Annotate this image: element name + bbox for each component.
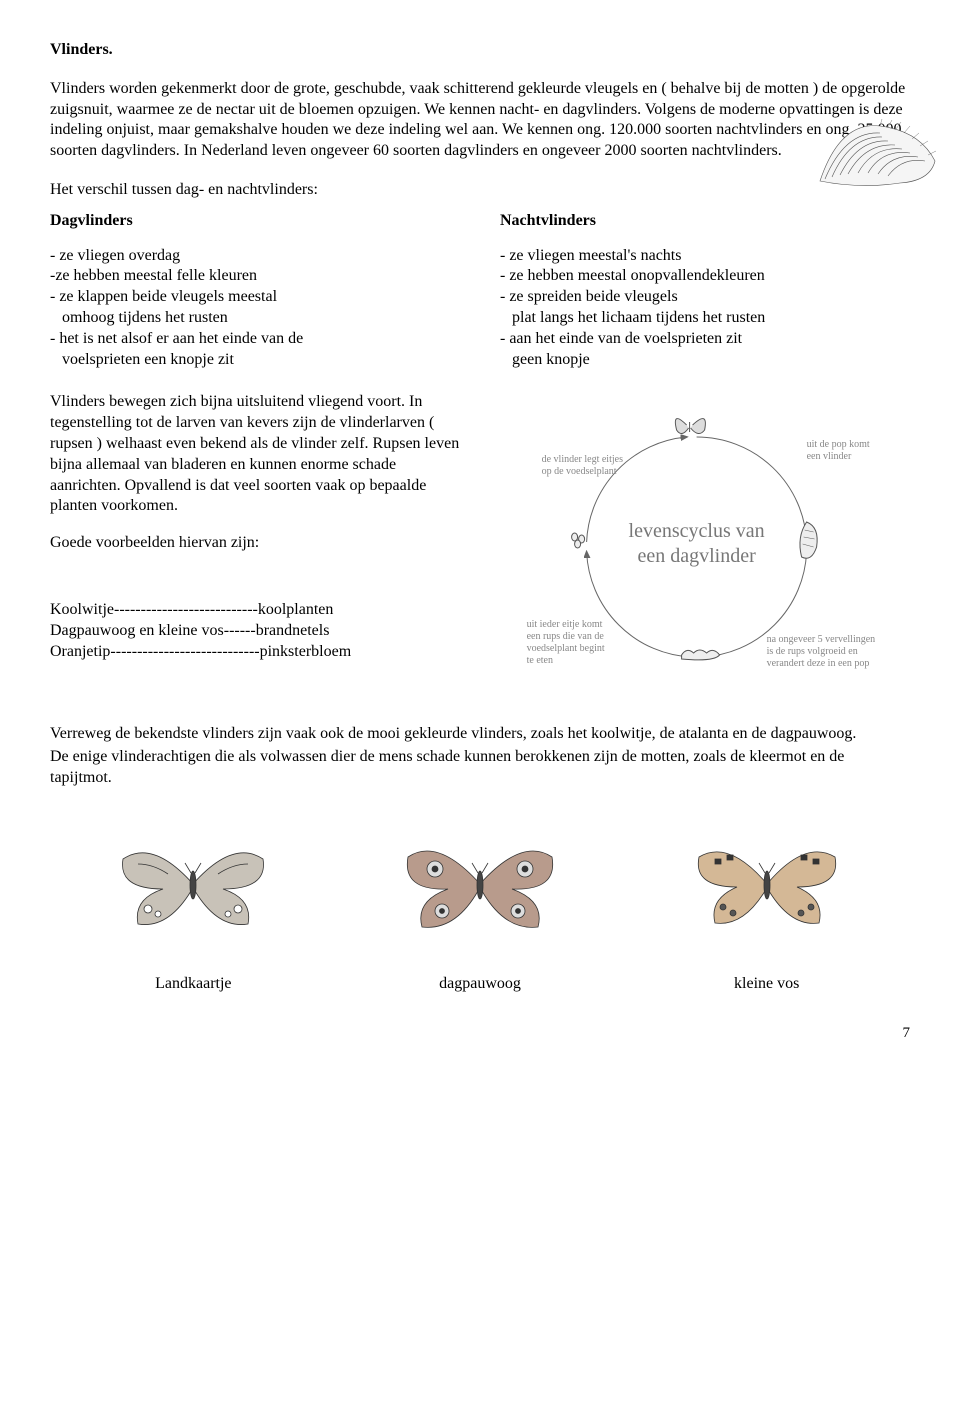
butterfly-label: dagpauwoog — [337, 974, 624, 995]
intro-paragraph: Vlinders worden gekenmerkt door de grote… — [50, 79, 910, 162]
nacht-list: - ze vliegen meestal's nachts - ze hebbe… — [500, 246, 910, 371]
diagram-br-3: verandert deze in een pop — [766, 658, 869, 669]
bottom-paragraph-1: Verreweg de bekendste vlinders zijn vaak… — [50, 724, 910, 745]
diagram-tl-1: de vlinder legt eitjes — [541, 454, 622, 465]
diagram-tr-2: een vlinder — [806, 451, 851, 462]
list-item: - ze spreiden beide vleugels — [500, 287, 910, 308]
mid-section: Vlinders bewegen zich bijna uitsluitend … — [50, 392, 910, 692]
page-number: 7 — [50, 1024, 910, 1044]
list-item: - het is net alsof er aan het einde van … — [50, 329, 460, 350]
example-line: Koolwitje---------------------------kool… — [50, 600, 463, 621]
butterfly-icon — [687, 829, 847, 939]
butterfly-cell: kleine vos — [623, 829, 910, 995]
diagram-bl-4: te eten — [526, 655, 552, 666]
list-item: -ze hebben meestal felle kleuren — [50, 266, 460, 287]
caterpillar-icon — [810, 111, 940, 201]
butterfly-row: Landkaartje dagpauwoog — [50, 829, 910, 995]
example-line: Oranjetip----------------------------pin… — [50, 642, 463, 663]
diagram-center-2: een dagvlinder — [637, 545, 756, 567]
butterfly-cell: dagpauwoog — [337, 829, 624, 995]
nacht-header: Nachtvlinders — [500, 211, 910, 232]
list-item: - ze vliegen meestal's nachts — [500, 246, 910, 267]
diagram-bl-3: voedselplant begint — [526, 643, 604, 654]
diagram-bl-2: een rups die van de — [526, 631, 604, 642]
list-item: voelsprieten een knopje zit — [50, 350, 460, 371]
diagram-br-1: na ongeveer 5 vervellingen — [766, 634, 875, 645]
bottom-paragraph-2: De enige vlinderachtigen die als volwass… — [50, 747, 910, 789]
butterfly-icon — [400, 829, 560, 939]
example-line: Dagpauwoog en kleine vos------brandnetel… — [50, 621, 463, 642]
lifecycle-diagram: levenscyclus van een dagvlinder de vlind… — [483, 392, 910, 692]
dag-header: Dagvlinders — [50, 211, 460, 232]
diagram-bl-1: uit ieder eitje komt — [526, 619, 602, 630]
diagram-center-1: levenscyclus van — [628, 520, 764, 542]
comparison-columns: Dagvlinders - ze vliegen overdag -ze heb… — [50, 211, 910, 371]
butterfly-label: Landkaartje — [50, 974, 337, 995]
butterfly-label: kleine vos — [623, 974, 910, 995]
list-item: - ze klappen beide vleugels meestal — [50, 287, 460, 308]
mid-paragraph-2: Goede voorbeelden hiervan zijn: — [50, 533, 463, 554]
diagram-tr-1: uit de pop komt — [806, 439, 869, 450]
diagram-br-2: is de rups volgroeid en — [766, 646, 857, 657]
list-item: geen knopje — [500, 350, 910, 371]
dag-column: Dagvlinders - ze vliegen overdag -ze heb… — [50, 211, 460, 371]
page-title: Vlinders. — [50, 40, 910, 61]
list-item: - aan het einde van de voelsprieten zit — [500, 329, 910, 350]
butterfly-icon — [113, 829, 273, 939]
mid-paragraph-1: Vlinders bewegen zich bijna uitsluitend … — [50, 392, 463, 517]
list-item: plat langs het lichaam tijdens het ruste… — [500, 308, 910, 329]
list-item: - ze hebben meestal onopvallendekleuren — [500, 266, 910, 287]
butterfly-cell: Landkaartje — [50, 829, 337, 995]
dag-list: - ze vliegen overdag -ze hebben meestal … — [50, 246, 460, 371]
nacht-column: Nachtvlinders - ze vliegen meestal's nac… — [500, 211, 910, 371]
list-item: - ze vliegen overdag — [50, 246, 460, 267]
diff-heading: Het verschil tussen dag- en nachtvlinder… — [50, 180, 910, 201]
diagram-tl-2: op de voedselplant — [541, 466, 616, 477]
list-item: omhoog tijdens het rusten — [50, 308, 460, 329]
